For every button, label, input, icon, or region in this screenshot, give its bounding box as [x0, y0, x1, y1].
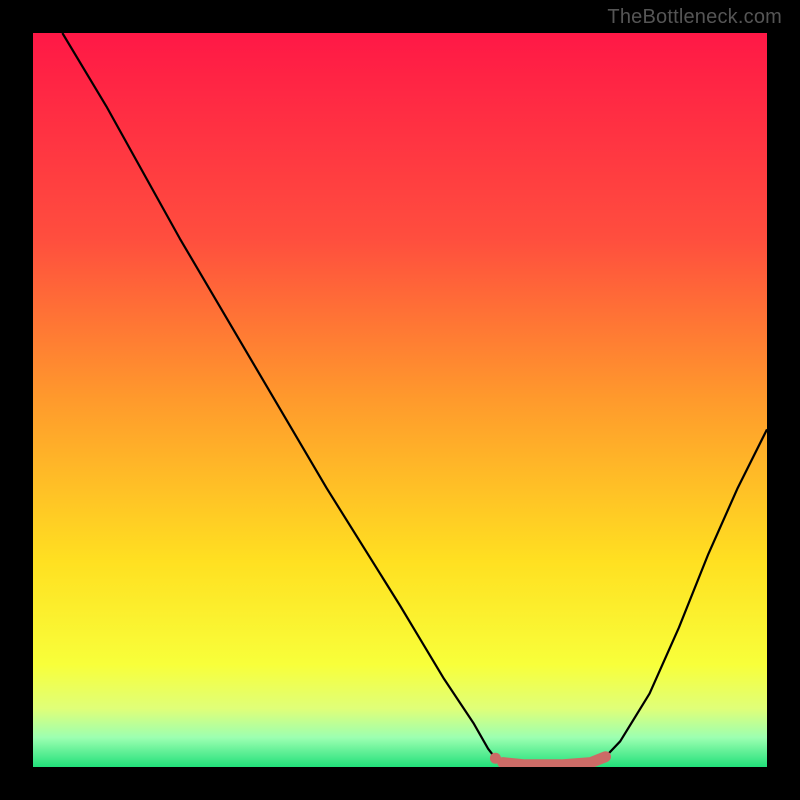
plot-area: [33, 33, 767, 767]
watermark: TheBottleneck.com: [607, 6, 782, 29]
optimum-highlight: [33, 33, 767, 767]
